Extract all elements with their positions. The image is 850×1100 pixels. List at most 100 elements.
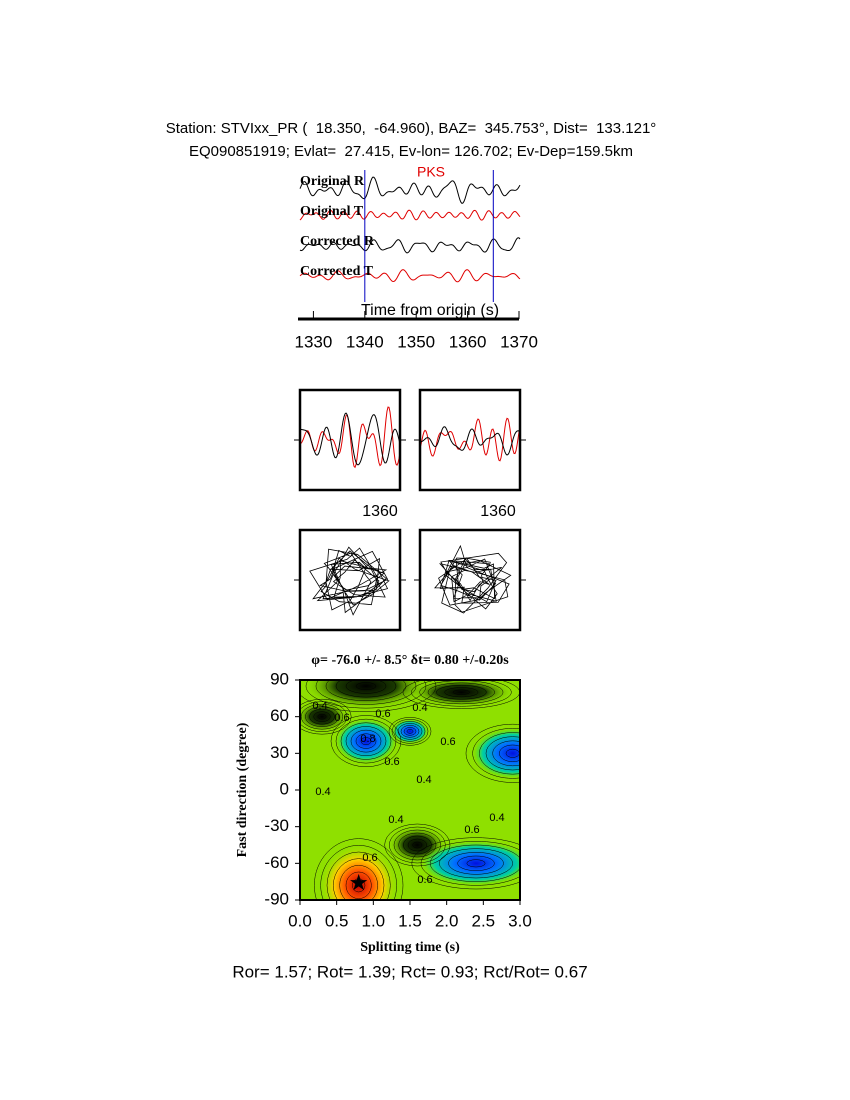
contour-line [345, 726, 387, 757]
waveform [299, 406, 401, 469]
contour-label: 0.8 [360, 733, 375, 745]
contour-label: 0.4 [412, 702, 427, 714]
footer: Ror= 1.57; Rot= 1.39; Rct= 0.93; Rct/Rot… [232, 962, 587, 981]
contour-line [355, 682, 377, 691]
contour-line [436, 684, 487, 700]
contour-line [452, 689, 470, 695]
x-tick-label: 1360 [449, 332, 487, 351]
contour-line [499, 744, 520, 762]
y-tick-label: 90 [270, 669, 289, 688]
energy-blob [411, 680, 512, 707]
contour-line [439, 848, 513, 879]
energy-blob [472, 728, 520, 779]
contour-line [411, 680, 512, 707]
contour-line [406, 729, 414, 734]
x-tick-label: 2.5 [472, 911, 496, 930]
panel-frame [298, 388, 402, 492]
header-line: Station: STVIxx_PR ( 18.350, -64.960), B… [166, 120, 657, 137]
energy-blob [392, 719, 428, 744]
energy-blob [421, 841, 520, 886]
energy-blob [336, 719, 396, 764]
contour-line [300, 701, 348, 732]
x-tick-label: 1370 [500, 332, 538, 351]
contour-label: 0.4 [416, 774, 431, 786]
trace-label: Original T [300, 204, 364, 219]
contour-label: 0.6 [417, 874, 432, 886]
contour-line [388, 717, 432, 746]
contour-line [448, 852, 504, 875]
grid-title: φ= -76.0 +/- 8.5° δt= 0.80 +/-0.20s [311, 653, 509, 668]
tick-label: 1360 [362, 503, 398, 520]
contour-line [345, 871, 372, 899]
contour-line [317, 713, 327, 720]
x-tick-label: 1.5 [398, 911, 422, 930]
contour-line [398, 832, 437, 858]
panel-frame [418, 388, 522, 492]
header-line: EQ090851919; Evlat= 27.415, Ev-lon= 126.… [189, 143, 633, 160]
contour-line [305, 706, 339, 727]
contour-label: 0.4 [315, 786, 330, 798]
contour-line [313, 711, 331, 722]
contour-line [394, 721, 426, 742]
contour-line [407, 838, 427, 852]
contour-line [466, 859, 486, 868]
waveform [299, 412, 401, 466]
contour-label: 0.6 [334, 712, 349, 724]
x-tick-label: 1340 [346, 332, 384, 351]
x-tick-label: 1330 [295, 332, 333, 351]
y-tick-label: 0 [280, 779, 289, 798]
contour-line [325, 680, 407, 702]
contour-line [472, 728, 520, 779]
x-axis-label: Splitting time (s) [360, 940, 460, 955]
x-tick-label: 0.0 [288, 911, 312, 930]
contour-line [384, 823, 451, 867]
x-axis-label: Time from origin (s) [361, 302, 499, 319]
y-tick-label: -60 [264, 853, 289, 872]
contour-line [420, 841, 520, 886]
contour-label: 0.6 [375, 708, 390, 720]
contour-line [335, 718, 397, 764]
trace-label: Corrected T [300, 264, 374, 279]
contour-line [492, 740, 520, 767]
contour-line [397, 723, 423, 740]
waveform [299, 176, 521, 204]
contour-label: 0.6 [464, 824, 479, 836]
contour-line [355, 733, 377, 749]
trace-label: Original R [300, 174, 365, 189]
contour-line [309, 708, 335, 725]
contour-line [412, 841, 423, 849]
contour-line [429, 844, 520, 882]
contour-line [350, 729, 382, 753]
contour-line [403, 727, 417, 736]
contour-line [300, 703, 344, 730]
contour-line [444, 687, 479, 698]
contour-line [345, 680, 387, 694]
contour-label: 0.4 [388, 814, 403, 826]
trace-label: Corrected R [300, 234, 375, 249]
contour-line [320, 845, 397, 900]
contour-line [391, 719, 429, 744]
y-tick-label: -30 [264, 816, 289, 835]
contour-line [479, 732, 520, 775]
best-fit-star [350, 873, 368, 891]
contour-line [411, 837, 520, 890]
waveform [299, 269, 521, 283]
x-tick-label: 3.0 [508, 911, 532, 930]
contour-label: 0.6 [362, 852, 377, 864]
particle-motion [309, 546, 390, 616]
y-tick-label: 30 [270, 743, 289, 762]
contour-line [427, 682, 495, 702]
contour-line [340, 722, 392, 760]
waveform [299, 237, 521, 254]
x-tick-label: 2.0 [435, 911, 459, 930]
phase-label: PKS [417, 164, 445, 180]
contour-line [360, 737, 372, 746]
x-tick-label: 1350 [397, 332, 435, 351]
tick-label: 1360 [480, 503, 516, 520]
contour-label: 0.6 [440, 736, 455, 748]
x-tick-label: 1.0 [362, 911, 386, 930]
contour-line [333, 858, 385, 900]
waveform [419, 417, 521, 462]
contour-line [457, 855, 495, 871]
